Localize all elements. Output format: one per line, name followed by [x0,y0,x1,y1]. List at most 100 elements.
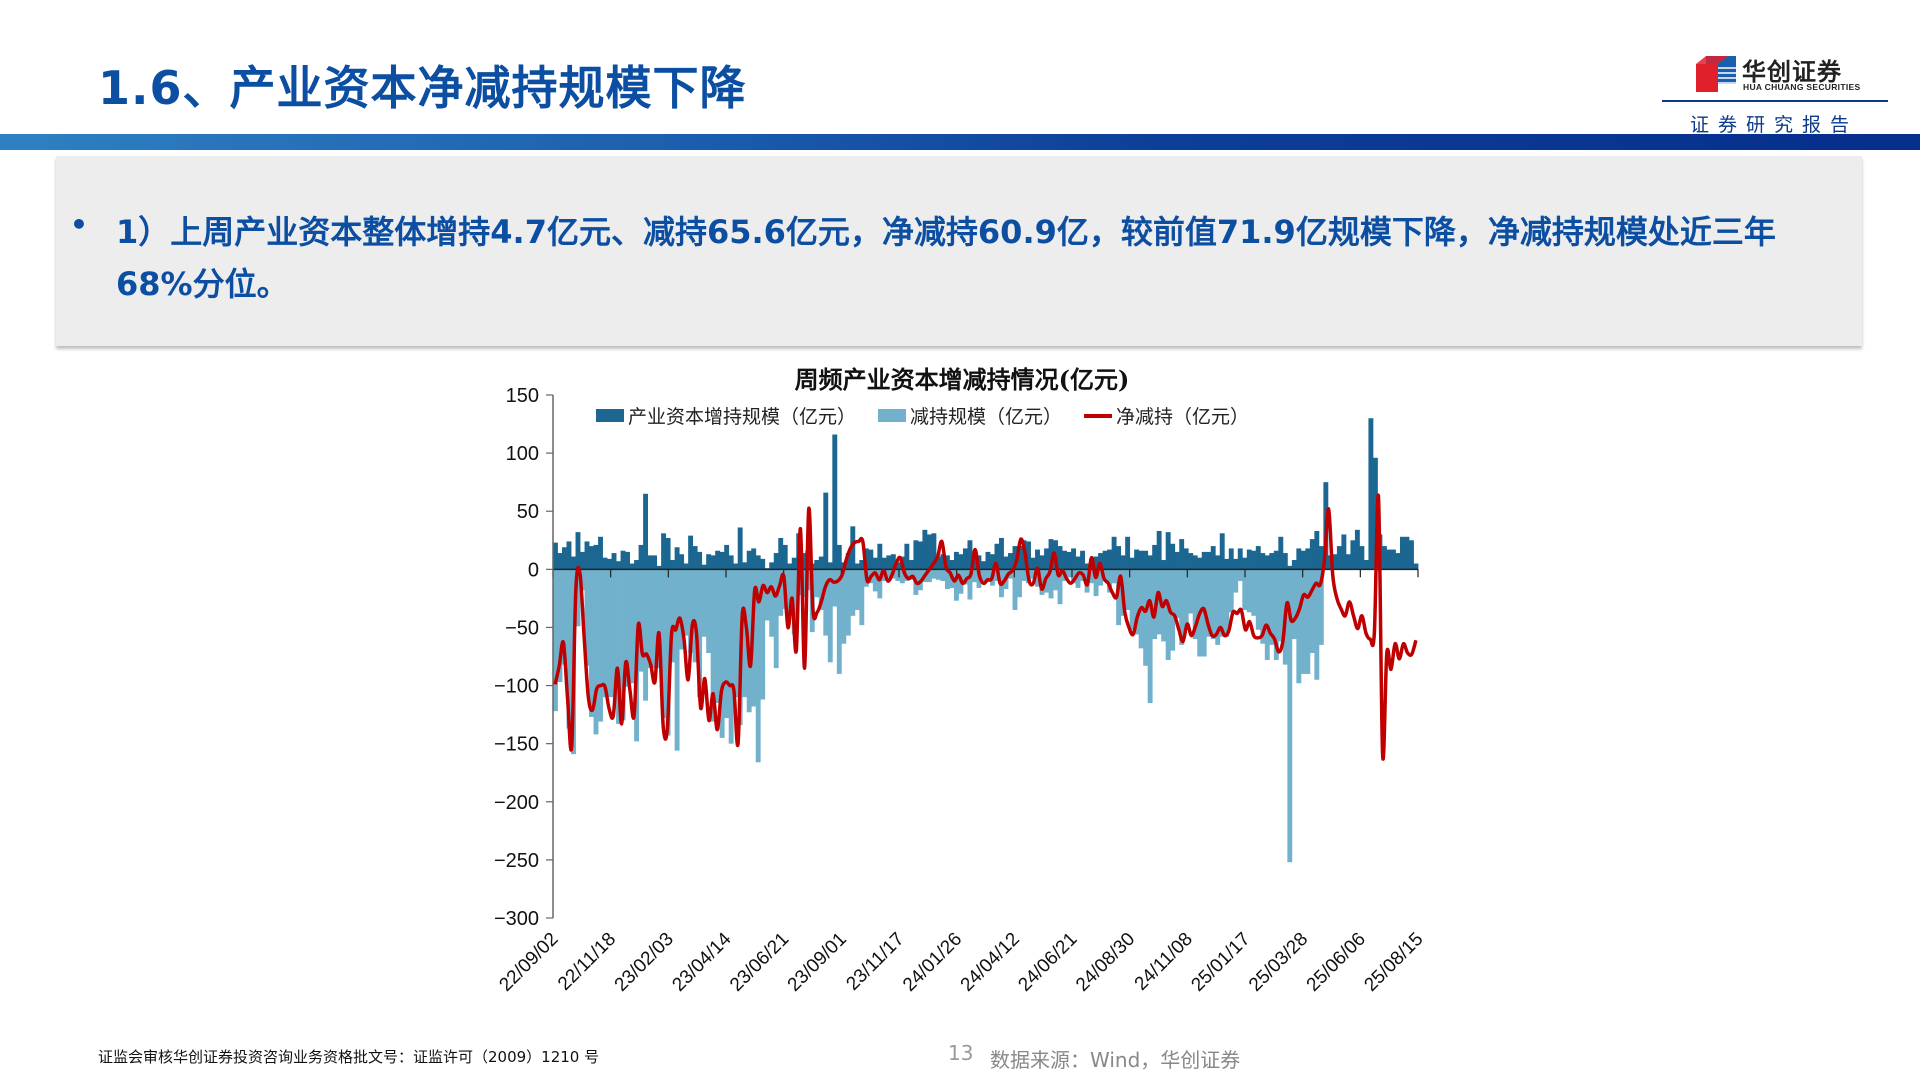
bar-increase [1287,565,1293,570]
bar-increase [701,564,707,570]
bar-increase [1278,536,1284,570]
bar-increase [999,537,1004,570]
x-tick-label: 23/09/01 [784,929,851,996]
bar-increase [611,553,617,570]
bar-decrease [935,569,941,580]
bar-decrease [701,569,707,637]
bar-decrease [859,569,865,626]
bar-decrease [1093,569,1099,597]
bar-increase [1363,560,1369,570]
x-tick-label: 24/04/12 [957,929,1024,996]
bar-decrease [944,569,950,590]
bar-increase [1030,557,1036,570]
bar-increase [670,560,676,570]
bar-increase [1264,555,1270,570]
bar-increase [1291,560,1297,570]
bar-decrease [679,569,685,650]
legend-label-decrease: 减持规模（亿元） [910,406,1063,428]
bar-increase [958,554,964,570]
bar-decrease [1260,569,1266,644]
bar-decrease [557,569,563,683]
footer-license: 证监会审核华创证券投资咨询业务资格批文号：证监许可（2009）1210 号 [98,1048,600,1066]
legend-item-decrease: 减持规模（亿元） [878,402,1062,429]
x-tick-label: 23/02/03 [611,929,678,996]
bar-decrease [1224,569,1230,637]
bar-increase [625,551,630,570]
bar-increase [1012,546,1018,570]
bar-decrease [1179,569,1185,645]
bar-increase [719,551,725,570]
bar-decrease [931,569,937,579]
bar-increase [737,527,743,570]
chart-legend: 产业资本增持规模（亿元） 减持规模（亿元） 净减持（亿元） [596,402,1249,429]
page-title: 1.6、产业资本净减持规模下降 [98,61,747,115]
bar-increase [1170,543,1176,570]
bar-increase [823,492,829,570]
bar-increase [1300,550,1306,570]
bar-decrease [566,569,572,729]
bar-decrease [1237,569,1243,581]
bar-increase [1368,418,1374,570]
bar-increase [1183,548,1189,570]
bar-decrease [710,569,716,722]
bar-increase [616,561,621,570]
bar-increase [697,551,703,570]
bar-decrease [1030,569,1036,579]
y-tick-label: −150 [494,734,539,756]
bar-decrease [598,569,603,722]
y-tick-label: −200 [494,792,539,814]
bar-decrease [818,569,824,611]
bar-increase [724,544,730,570]
summary-bullet: • [70,208,88,241]
bar-increase [1039,555,1045,570]
bar-decrease [836,569,842,674]
logo-english-name: HUA CHUANG SECURITIES [1743,82,1861,92]
bar-increase [1399,536,1405,570]
x-tick-label: 23/11/17 [842,929,908,995]
bar-decrease [1215,569,1221,645]
bar-increase [1309,539,1315,570]
logo-chinese-name: 华创证券 [1742,58,1842,86]
bar-increase [1233,558,1239,570]
bar-increase [647,555,653,570]
bar-increase [1260,553,1266,570]
bar-decrease [1035,569,1040,587]
bar-decrease [962,569,968,585]
bar-decrease [647,569,653,669]
bar-decrease [580,569,585,591]
bar-increase [1174,551,1180,570]
x-tick-label: 22/11/18 [554,929,620,995]
bar-decrease [733,569,739,698]
bar-decrease [760,569,766,700]
bar-decrease [1116,569,1122,626]
bar-decrease [1278,569,1284,642]
bar-increase [1125,536,1131,570]
bar-increase [598,536,603,570]
bar-increase [742,562,748,570]
bar-increase [1080,550,1086,570]
bar-increase [1413,563,1419,570]
bar-increase [827,562,833,570]
bar-increase [1215,555,1221,570]
bar-increase [859,560,865,570]
bar-increase [562,547,567,570]
bar-increase [926,534,932,570]
bar-decrease [1071,569,1077,584]
bar-decrease [908,569,914,580]
bar-increase [1381,546,1387,570]
bar-increase [1075,556,1081,570]
bar-decrease [661,569,667,719]
bar-increase [787,563,793,570]
bar-increase [1071,548,1077,570]
bar-decrease [643,569,649,701]
bar-decrease [1242,569,1248,611]
bar-increase [1111,536,1117,570]
bar-increase [836,544,842,570]
bar-increase [1282,553,1288,570]
bar-increase [1237,548,1243,570]
bar-increase [652,555,658,570]
bar-decrease [1251,569,1257,616]
bar-increase [1318,546,1324,570]
bar-decrease [967,569,973,600]
bar-increase [1107,549,1113,570]
